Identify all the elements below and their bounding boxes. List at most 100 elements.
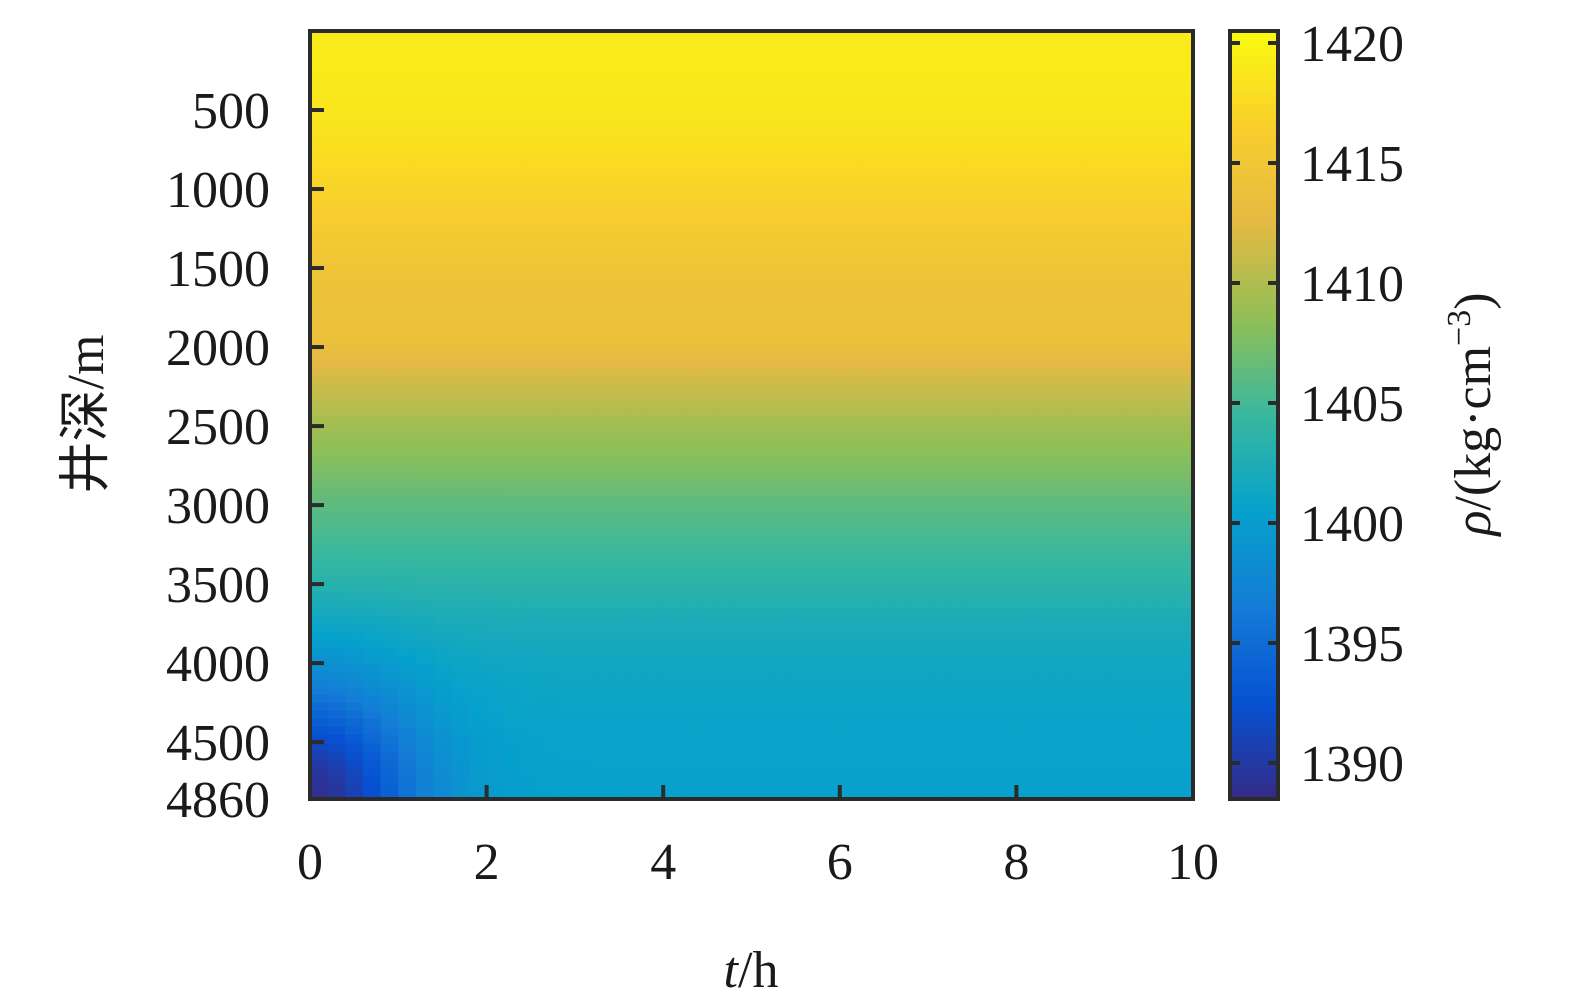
heatmap-cell [839, 63, 859, 72]
heatmap-cell [1034, 367, 1053, 376]
heatmap-cell [1122, 751, 1141, 760]
heatmap-cell [716, 447, 735, 456]
colorbar-tick-label: 1415 [1300, 136, 1404, 193]
heatmap-cell [451, 63, 470, 72]
heatmap-cell [468, 183, 488, 192]
heatmap-cell [928, 135, 947, 144]
heatmap-cell [1034, 735, 1053, 744]
heatmap-cell [998, 375, 1018, 384]
heatmap-cell [415, 103, 435, 112]
heatmap-cell [380, 727, 400, 736]
heatmap-cell [1069, 447, 1088, 456]
heatmap-cell [945, 287, 965, 296]
heatmap-cell [716, 423, 735, 432]
heatmap-cell [504, 783, 523, 792]
heatmap-cell [998, 743, 1018, 752]
heatmap-cell [1016, 407, 1035, 416]
heatmap-cell [451, 783, 470, 792]
heatmap-cell [892, 223, 912, 232]
heatmap-cell [928, 247, 947, 256]
heatmap-cell [610, 279, 629, 288]
heatmap-cell [1069, 415, 1088, 424]
heatmap-cell [398, 383, 417, 392]
heatmap-cell [981, 143, 1000, 152]
heatmap-cell [610, 575, 629, 584]
heatmap-cell [1034, 399, 1053, 408]
heatmap-cell [910, 791, 929, 799]
heatmap-cell [433, 735, 453, 744]
heatmap-cell [610, 287, 629, 296]
heatmap-cell [327, 511, 347, 520]
heatmap-cell [451, 639, 470, 648]
heatmap-cell [716, 751, 735, 760]
heatmap-cell [345, 319, 364, 328]
heatmap-cell [875, 615, 894, 624]
heatmap-cell [945, 735, 965, 744]
heatmap-cell [998, 727, 1018, 736]
heatmap-cell [504, 471, 523, 480]
heatmap-cell [857, 279, 876, 288]
heatmap-cell [645, 791, 664, 799]
heatmap-cell [680, 31, 700, 40]
heatmap-cell [451, 671, 470, 680]
heatmap-cell [981, 71, 1000, 80]
heatmap-cell [610, 415, 629, 424]
heatmap-cell [1140, 183, 1159, 192]
heatmap-cell [310, 127, 329, 136]
heatmap-cell [875, 647, 894, 656]
heatmap-cell [539, 399, 559, 408]
heatmap-cell [415, 575, 435, 584]
heatmap-cell [1122, 575, 1141, 584]
heatmap-cell [998, 47, 1018, 56]
heatmap-cell [362, 583, 382, 592]
heatmap-cell [857, 423, 876, 432]
heatmap-cell [310, 647, 329, 656]
heatmap-cell [310, 415, 329, 424]
heatmap-cell [698, 775, 717, 784]
heatmap-cell [698, 495, 717, 504]
heatmap-cell [1122, 439, 1141, 448]
heatmap-cell [1157, 151, 1177, 160]
heatmap-cell [963, 591, 982, 600]
heatmap-cell [857, 151, 876, 160]
heatmap-cell [1122, 591, 1141, 600]
heatmap-cell [1122, 119, 1141, 128]
heatmap-cell [857, 295, 876, 304]
heatmap-cell [1140, 575, 1159, 584]
heatmap-cell [716, 623, 735, 632]
heatmap-cell [504, 791, 523, 799]
heatmap-cell [716, 583, 735, 592]
heatmap-cell [998, 631, 1018, 640]
heatmap-cell [892, 199, 912, 208]
heatmap-cell [486, 535, 506, 544]
heatmap-cell [451, 143, 470, 152]
heatmap-cell [1087, 151, 1106, 160]
heatmap-cell [645, 495, 664, 504]
heatmap-cell [1016, 311, 1035, 320]
heatmap-cell [627, 695, 647, 704]
heatmap-cell [610, 39, 629, 48]
heatmap-cell [574, 295, 594, 304]
heatmap-cell [468, 311, 488, 320]
heatmap-cell [433, 743, 453, 752]
heatmap-cell [998, 615, 1018, 624]
heatmap-cell [1087, 271, 1106, 280]
heatmap-cell [928, 631, 947, 640]
heatmap-cell [1069, 167, 1088, 176]
heatmap-cell [716, 287, 735, 296]
heatmap-cell [716, 567, 735, 576]
heatmap-cell [504, 151, 523, 160]
heatmap-cell [1140, 239, 1159, 248]
heatmap-cell [945, 439, 965, 448]
heatmap-cell [945, 103, 965, 112]
heatmap-cell [945, 543, 965, 552]
heatmap-cell [1140, 423, 1159, 432]
heatmap-cell [1069, 175, 1088, 184]
heatmap-cell [398, 703, 417, 712]
heatmap-cell [981, 63, 1000, 72]
heatmap-cell [398, 415, 417, 424]
heatmap-cell [433, 455, 453, 464]
heatmap-cell [574, 719, 594, 728]
heatmap-cell [680, 183, 700, 192]
